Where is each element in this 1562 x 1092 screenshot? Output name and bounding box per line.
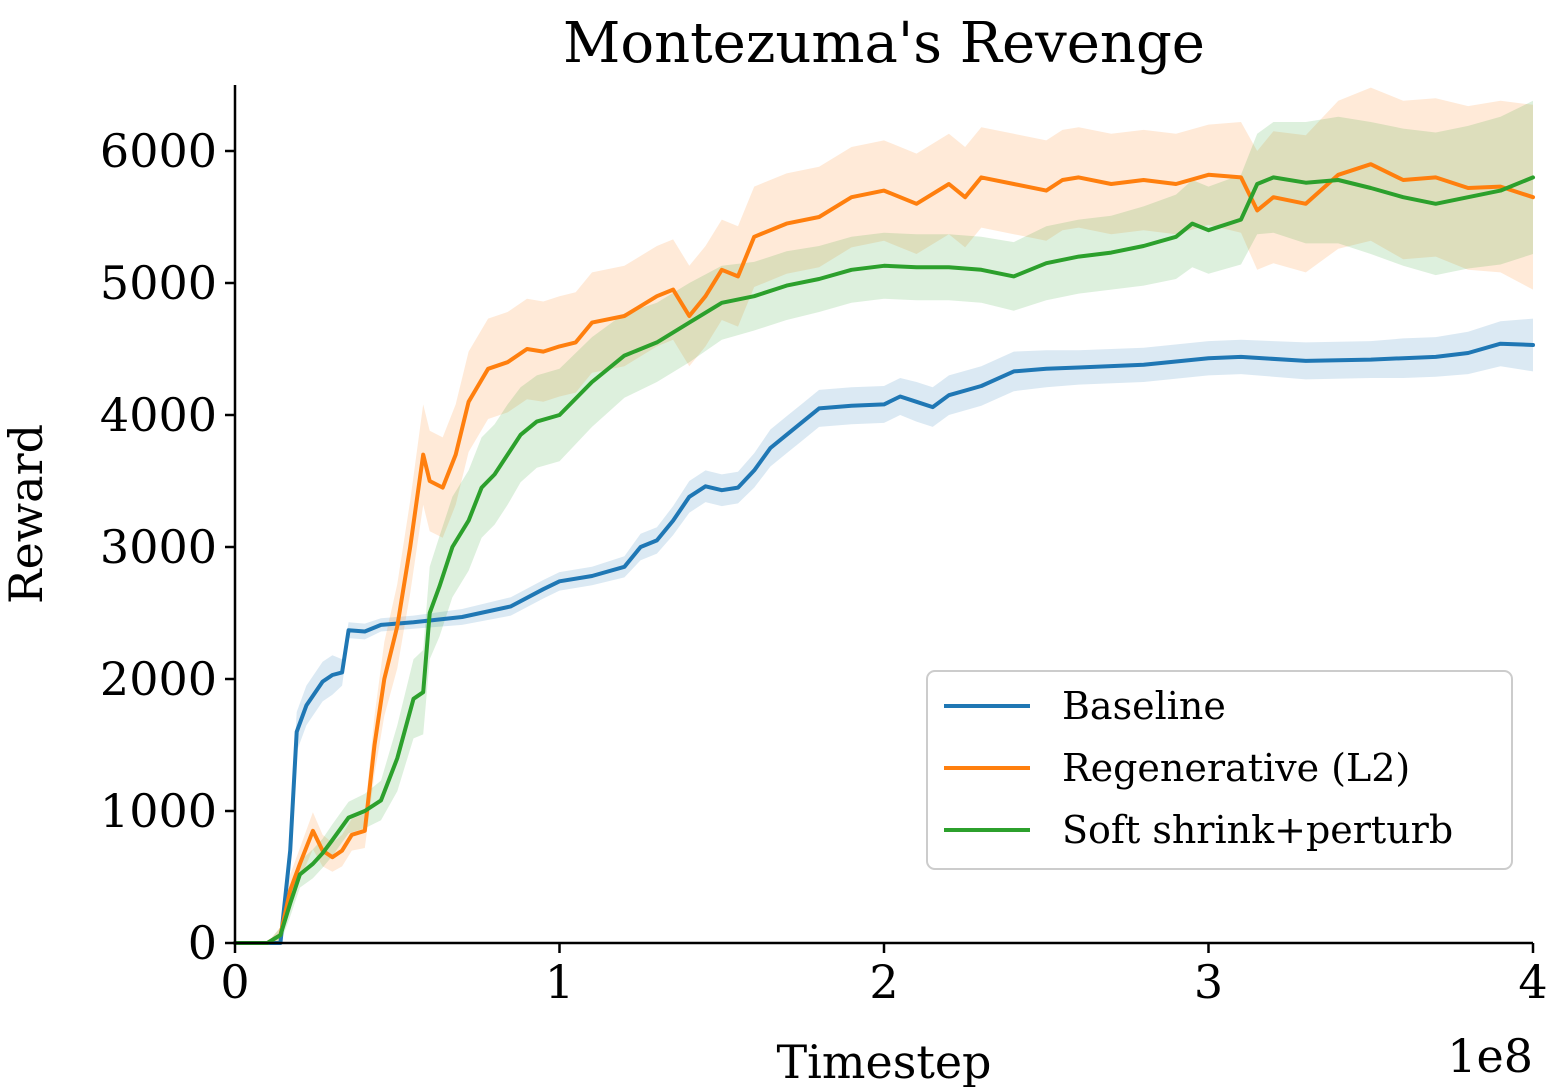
legend-label-regenerative-l2: Regenerative (L2)	[1062, 746, 1410, 790]
x-tick-label: 2	[869, 955, 898, 1009]
series-line-regenerative-l2	[233, 162, 1535, 945]
y-axis-label: Reward	[0, 424, 53, 604]
y-tick-label: 0	[188, 916, 217, 970]
confidence-bands	[235, 87, 1533, 944]
x-tick-label: 3	[1194, 955, 1223, 1009]
y-tick-label: 3000	[100, 520, 217, 574]
y-tick-label: 2000	[100, 652, 217, 706]
legend: Baseline Regenerative (L2) Soft shrink+per…	[926, 670, 1513, 870]
x-axis-offset-label: 1e8	[1447, 1029, 1533, 1083]
y-tick-label: 5000	[100, 256, 217, 310]
x-tick-label: 4	[1518, 955, 1547, 1009]
chart-title: Montezuma's Revenge	[563, 11, 1205, 76]
y-tick-label: 4000	[100, 388, 217, 442]
legend-frame	[926, 670, 1513, 870]
x-axis-label: Timestep	[777, 1035, 992, 1087]
y-tick-label: 6000	[100, 124, 217, 178]
legend-label-baseline: Baseline	[1062, 684, 1226, 728]
band-soft-shrink-perturb	[235, 100, 1533, 944]
x-tick-label: 0	[220, 955, 249, 1009]
series-lines	[233, 162, 1535, 945]
legend-label-soft-shrink-perturb: Soft shrink+perturb	[1062, 808, 1453, 852]
band-regenerative-l2	[235, 87, 1533, 944]
y-tick-label: 1000	[100, 784, 217, 838]
series-line-soft-shrink-perturb	[233, 175, 1535, 945]
x-tick-label: 1	[545, 955, 574, 1009]
y-ticks: 0 1000 2000 3000 4000 5000 6000	[100, 124, 235, 970]
x-ticks: 0 1 2 3 4	[220, 943, 1548, 1009]
series-line-baseline	[233, 341, 1535, 945]
